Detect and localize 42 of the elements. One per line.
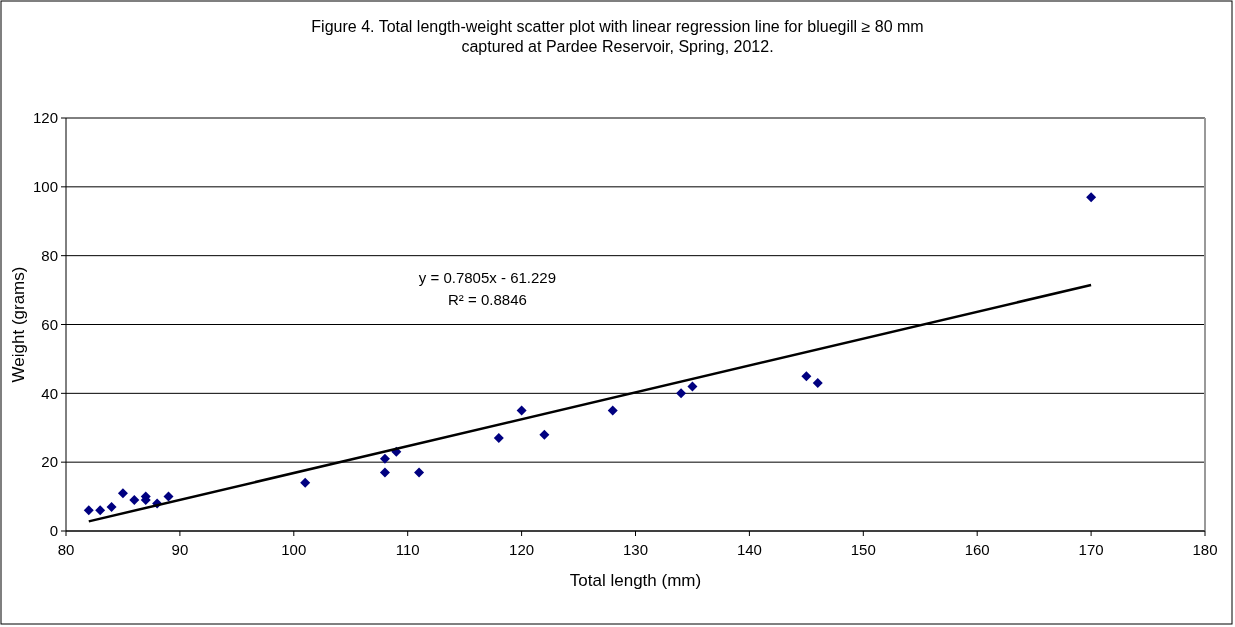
point: [801, 371, 812, 382]
point: [379, 453, 390, 464]
point: [300, 477, 311, 488]
x-tick-label: 110: [395, 541, 420, 558]
point: [379, 467, 390, 478]
x-tick-label: 100: [281, 541, 307, 558]
y-tick-label: 80: [41, 246, 58, 264]
point: [414, 467, 425, 478]
point: [83, 505, 94, 516]
x-tick-label: 150: [850, 541, 876, 558]
point: [516, 405, 527, 416]
point: [1086, 192, 1097, 203]
point: [129, 495, 140, 506]
annotation: R² = 0.8846: [448, 291, 527, 308]
x-tick-label: 160: [964, 541, 990, 558]
x-tick-label: 140: [736, 541, 762, 558]
point: [607, 405, 618, 416]
x-tick-label: 130: [622, 541, 649, 558]
point: [676, 388, 687, 399]
y-tick-label: 60: [41, 315, 58, 333]
y-tick-label: 0: [49, 522, 58, 540]
y-tick-label: 40: [41, 384, 58, 402]
y-tick-label: 20: [41, 453, 58, 471]
point: [163, 491, 174, 502]
x-axis-title: Total length (mm): [569, 571, 702, 590]
chart-title: Figure 4. Total length-weight scatter plot with linear regression line for bluegill ≥ 80 mm captured at Pardee Reservoir, Spring, 2012.: [311, 18, 924, 55]
point: [493, 433, 504, 444]
point: [812, 378, 823, 389]
point: [106, 501, 117, 512]
x-tick-label: 180: [1192, 541, 1218, 558]
y-axis-title: Weight (grams): [9, 266, 28, 383]
point: [687, 381, 698, 392]
point: [117, 488, 128, 499]
y-tick-label: 120: [32, 109, 58, 127]
y-tick-label: 100: [32, 178, 58, 196]
x-tick-label: 80: [57, 541, 75, 558]
x-tick-label: 90: [171, 541, 189, 558]
annotation: y = 0.7805x - 61.229: [418, 269, 557, 286]
x-tick-label: 120: [509, 541, 535, 558]
point: [95, 505, 106, 516]
point: [539, 429, 550, 440]
x-tick-label: 170: [1078, 541, 1104, 558]
